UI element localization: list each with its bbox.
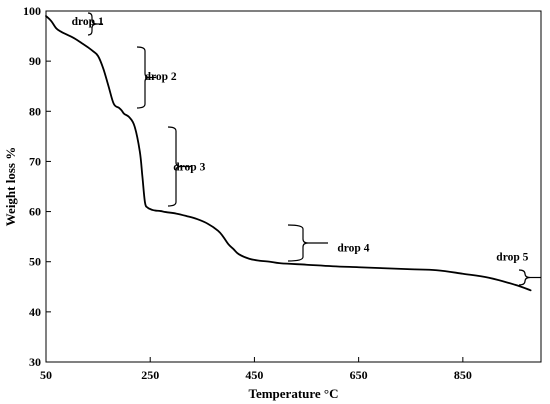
x-tick-label: 650 (350, 368, 368, 382)
drop-4-label: drop 4 (337, 243, 369, 255)
y-tick-label: 50 (29, 255, 41, 269)
drop-3-label: drop 3 (173, 161, 205, 173)
y-tick-label: 90 (29, 54, 41, 68)
y-tick-label: 40 (29, 305, 41, 319)
y-tick-label: 70 (29, 154, 41, 168)
x-tick-label: 50 (40, 368, 52, 382)
x-tick-label: 250 (141, 368, 159, 382)
drop-annotations: drop 1 drop 2 drop 3 drop 4 drop 5 (72, 16, 529, 264)
x-axis-title: Temperature °C (248, 386, 338, 401)
drop-4-brace (287, 224, 309, 262)
axis-ticks (45, 10, 464, 363)
y-axis-title: Weight loss % (3, 147, 18, 226)
y-tick-label: 100 (23, 4, 41, 18)
y-tick-label: 80 (29, 104, 41, 118)
drop-5-brace (518, 269, 531, 286)
drop-5-label: drop 5 (496, 252, 528, 264)
weight-loss-line-0 (45, 15, 532, 292)
drop-2-label: drop 2 (145, 71, 177, 83)
y-tick-label: 30 (29, 355, 41, 369)
drop-brackets (87, 12, 541, 286)
x-tick-label: 450 (245, 368, 263, 382)
series-layer (45, 15, 532, 292)
y-tick-label: 60 (29, 205, 41, 219)
x-tick-label: 850 (454, 368, 472, 382)
plot-frame (45, 10, 542, 363)
plot-border (45, 10, 542, 363)
axis-tick-labels: 50 250 450 650 850 30 40 50 60 70 80 90 100 (23, 4, 472, 382)
drop-1-label: drop 1 (72, 16, 104, 28)
